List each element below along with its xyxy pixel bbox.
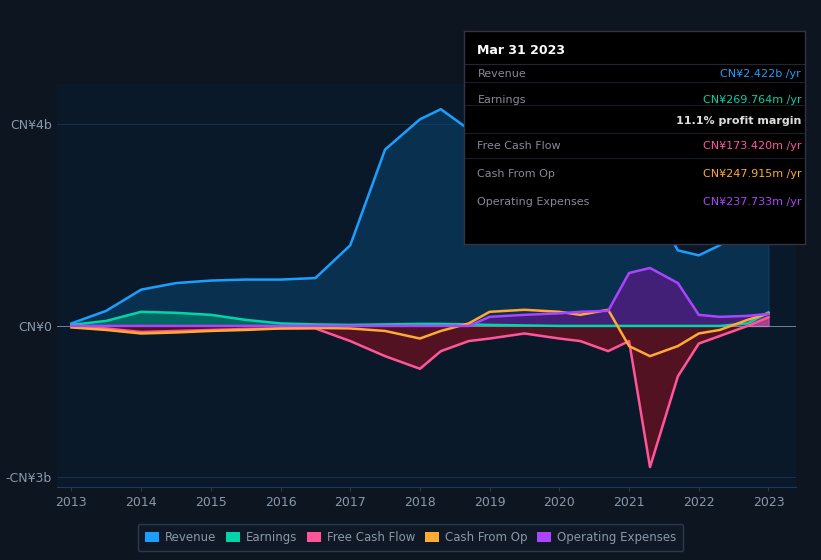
- Text: CN¥247.915m /yr: CN¥247.915m /yr: [703, 169, 801, 179]
- Text: Revenue: Revenue: [478, 69, 526, 79]
- Text: Mar 31 2023: Mar 31 2023: [478, 44, 566, 57]
- Text: Earnings: Earnings: [478, 95, 526, 105]
- Text: 11.1% profit margin: 11.1% profit margin: [676, 116, 801, 126]
- Text: CN¥269.764m /yr: CN¥269.764m /yr: [703, 95, 801, 105]
- Text: CN¥173.420m /yr: CN¥173.420m /yr: [703, 142, 801, 151]
- Legend: Revenue, Earnings, Free Cash Flow, Cash From Op, Operating Expenses: Revenue, Earnings, Free Cash Flow, Cash …: [138, 524, 683, 551]
- Text: CN¥237.733m /yr: CN¥237.733m /yr: [703, 197, 801, 207]
- Text: Operating Expenses: Operating Expenses: [478, 197, 589, 207]
- Text: CN¥2.422b /yr: CN¥2.422b /yr: [720, 69, 801, 79]
- Text: Cash From Op: Cash From Op: [478, 169, 555, 179]
- Text: Free Cash Flow: Free Cash Flow: [478, 142, 561, 151]
